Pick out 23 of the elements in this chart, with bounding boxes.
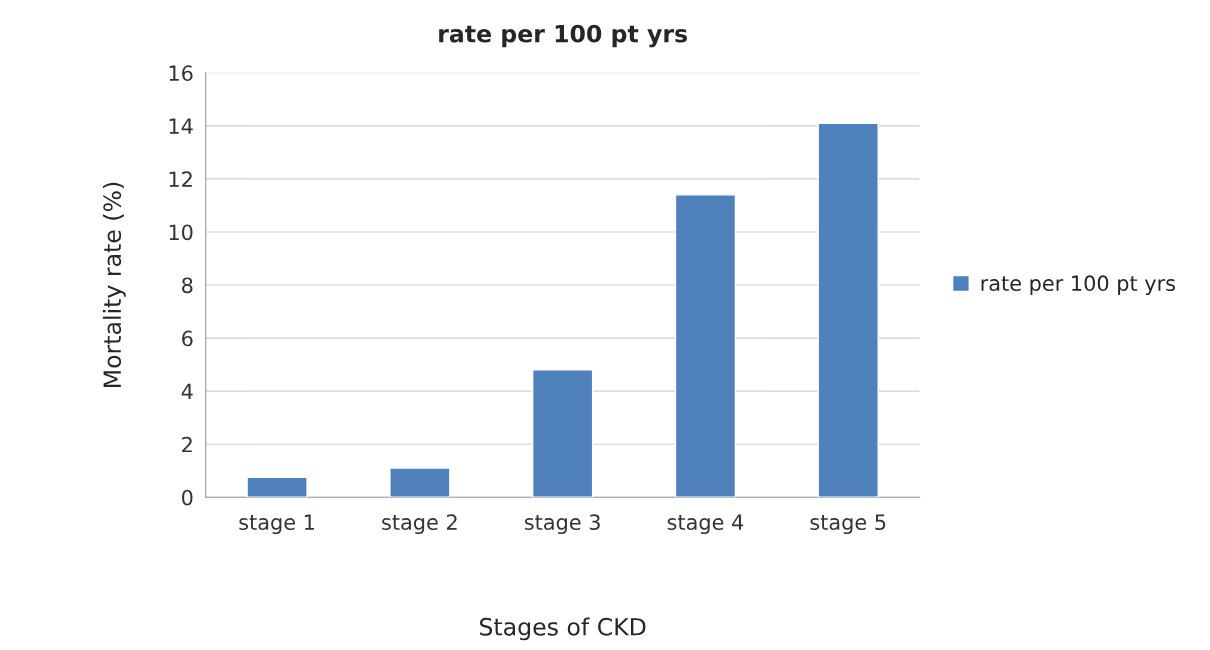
y-tick-label: 10 — [169, 224, 193, 241]
x-tick-label: stage 3 — [524, 514, 600, 535]
y-axis-title: Mortality rate (%) — [102, 182, 126, 387]
bar — [389, 467, 451, 498]
y-tick-label: 6 — [182, 330, 193, 347]
legend-label: rate per 100 pt yrs — [981, 275, 1176, 296]
x-tick-label: stage 1 — [239, 514, 315, 535]
bar — [674, 194, 737, 498]
x-tick-label: stage 5 — [810, 514, 886, 535]
y-tick-label: 0 — [182, 489, 193, 506]
y-tick-label: 2 — [182, 436, 192, 453]
y-tick-label: 12 — [169, 171, 192, 187]
bar — [246, 476, 308, 498]
x-tick-label: stage 4 — [667, 514, 744, 535]
y-tick-label: 8 — [182, 277, 193, 294]
y-tick-label: 4 — [181, 383, 193, 400]
x-tick-label: stage 2 — [382, 514, 457, 535]
y-tick-label: 14 — [169, 118, 193, 134]
y-tick-label: 16 — [169, 65, 193, 82]
x-axis-title: Stages of CKD — [479, 617, 646, 641]
chart-title: rate per 100 pt yrs — [439, 24, 687, 48]
bar — [531, 369, 594, 498]
bar — [817, 122, 879, 498]
